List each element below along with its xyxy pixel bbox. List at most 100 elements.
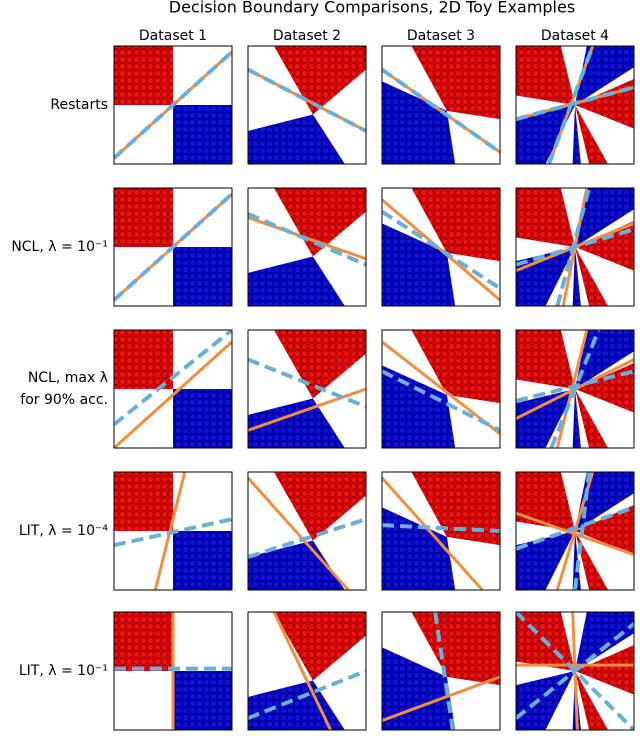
panel-frame bbox=[113, 611, 233, 731]
panel bbox=[516, 188, 634, 306]
boundary-line-dashed bbox=[382, 369, 500, 433]
blue-region bbox=[575, 612, 634, 671]
panel-frame bbox=[113, 45, 233, 165]
boundary-line bbox=[382, 476, 484, 590]
boundary-line bbox=[248, 476, 350, 590]
red-region bbox=[411, 472, 500, 546]
blue-region bbox=[173, 389, 232, 448]
panel bbox=[114, 46, 232, 164]
boundary-line bbox=[248, 387, 366, 432]
figure-title: Decision Boundary Comparisons, 2D Toy Ex… bbox=[169, 0, 575, 17]
blue-region bbox=[382, 647, 456, 730]
boundary-line-dashed bbox=[114, 192, 232, 302]
row-label: NCL, λ = 10⁻¹ bbox=[11, 239, 108, 255]
red-region bbox=[411, 46, 500, 120]
boundary-line-dashed bbox=[516, 85, 634, 122]
panel bbox=[114, 472, 232, 590]
boundary-line-dashed bbox=[555, 188, 592, 306]
panel-frame bbox=[515, 471, 635, 591]
panel bbox=[382, 612, 500, 730]
red-region bbox=[516, 46, 575, 105]
boundary-line-dashed bbox=[547, 46, 595, 164]
column-label: Dataset 4 bbox=[541, 28, 609, 44]
panel-frame bbox=[515, 187, 635, 307]
panel-frame bbox=[113, 471, 233, 591]
panel bbox=[248, 330, 366, 448]
boundary-line-dashed bbox=[382, 209, 500, 290]
boundary-line-dashed bbox=[114, 517, 232, 548]
red-region bbox=[273, 188, 366, 257]
blue-region bbox=[173, 531, 232, 590]
panel-frame bbox=[515, 329, 635, 449]
panel bbox=[382, 188, 500, 306]
blue-region bbox=[382, 507, 456, 590]
blue-region bbox=[248, 540, 345, 590]
red-region bbox=[114, 188, 173, 247]
row-label: for 90% acc. bbox=[20, 392, 108, 408]
boundary-line-dashed bbox=[516, 369, 634, 403]
panel bbox=[516, 472, 634, 590]
blue-region bbox=[575, 330, 634, 389]
blue-region bbox=[248, 398, 345, 448]
panel-frame bbox=[381, 329, 501, 449]
blue-region bbox=[575, 46, 634, 105]
blue-region bbox=[575, 188, 634, 247]
boundary-line-dashed bbox=[516, 622, 634, 720]
red-region bbox=[114, 472, 173, 531]
blue-region bbox=[516, 105, 575, 164]
panel-frame bbox=[381, 187, 501, 307]
blue-region bbox=[516, 389, 575, 448]
blue-region bbox=[248, 256, 345, 306]
panel bbox=[382, 46, 500, 164]
panel bbox=[516, 330, 634, 448]
red-region bbox=[114, 612, 173, 671]
red-region bbox=[575, 363, 634, 413]
red-region bbox=[411, 330, 500, 404]
panel-frame bbox=[381, 45, 501, 165]
boundary-line-dashed bbox=[549, 330, 601, 448]
red-region bbox=[575, 105, 609, 164]
panel bbox=[382, 330, 500, 448]
red-region bbox=[114, 330, 173, 389]
row-label: NCL, max λ bbox=[28, 370, 108, 386]
boundary-line-dashed bbox=[248, 517, 366, 559]
blue-region bbox=[173, 105, 232, 164]
blue-region bbox=[382, 365, 456, 448]
red-region bbox=[575, 645, 634, 695]
boundary-line-dashed bbox=[248, 357, 366, 409]
red-region bbox=[575, 531, 609, 590]
red-region bbox=[575, 221, 634, 271]
boundary-line-dashed bbox=[248, 669, 366, 721]
red-region bbox=[516, 472, 575, 531]
panel bbox=[516, 46, 634, 164]
red-region bbox=[273, 612, 366, 681]
red-region bbox=[114, 46, 173, 105]
red-region bbox=[273, 330, 366, 399]
blue-region bbox=[173, 671, 232, 730]
boundary-line-dashed bbox=[248, 67, 366, 133]
panel-frame bbox=[113, 329, 233, 449]
red-region bbox=[411, 188, 500, 262]
red-region bbox=[273, 472, 366, 541]
red-region bbox=[273, 46, 366, 115]
panel-frame bbox=[113, 187, 233, 307]
boundary-line-dashed bbox=[382, 523, 500, 533]
panel-frame bbox=[381, 611, 501, 731]
panel bbox=[248, 46, 366, 164]
blue-region bbox=[572, 389, 581, 448]
red-region bbox=[575, 389, 609, 448]
panel bbox=[248, 472, 366, 590]
panel bbox=[516, 612, 634, 730]
panel-frame bbox=[247, 471, 367, 591]
boundary-line bbox=[382, 198, 500, 302]
boundary-line-dashed bbox=[573, 472, 592, 590]
boundary-line bbox=[114, 340, 232, 448]
red-region bbox=[516, 330, 575, 389]
blue-region bbox=[572, 247, 581, 306]
blue-region bbox=[516, 671, 575, 730]
blue-region bbox=[248, 680, 345, 730]
panel bbox=[114, 188, 232, 306]
boundary-line-dashed bbox=[433, 612, 455, 730]
panel bbox=[248, 188, 366, 306]
